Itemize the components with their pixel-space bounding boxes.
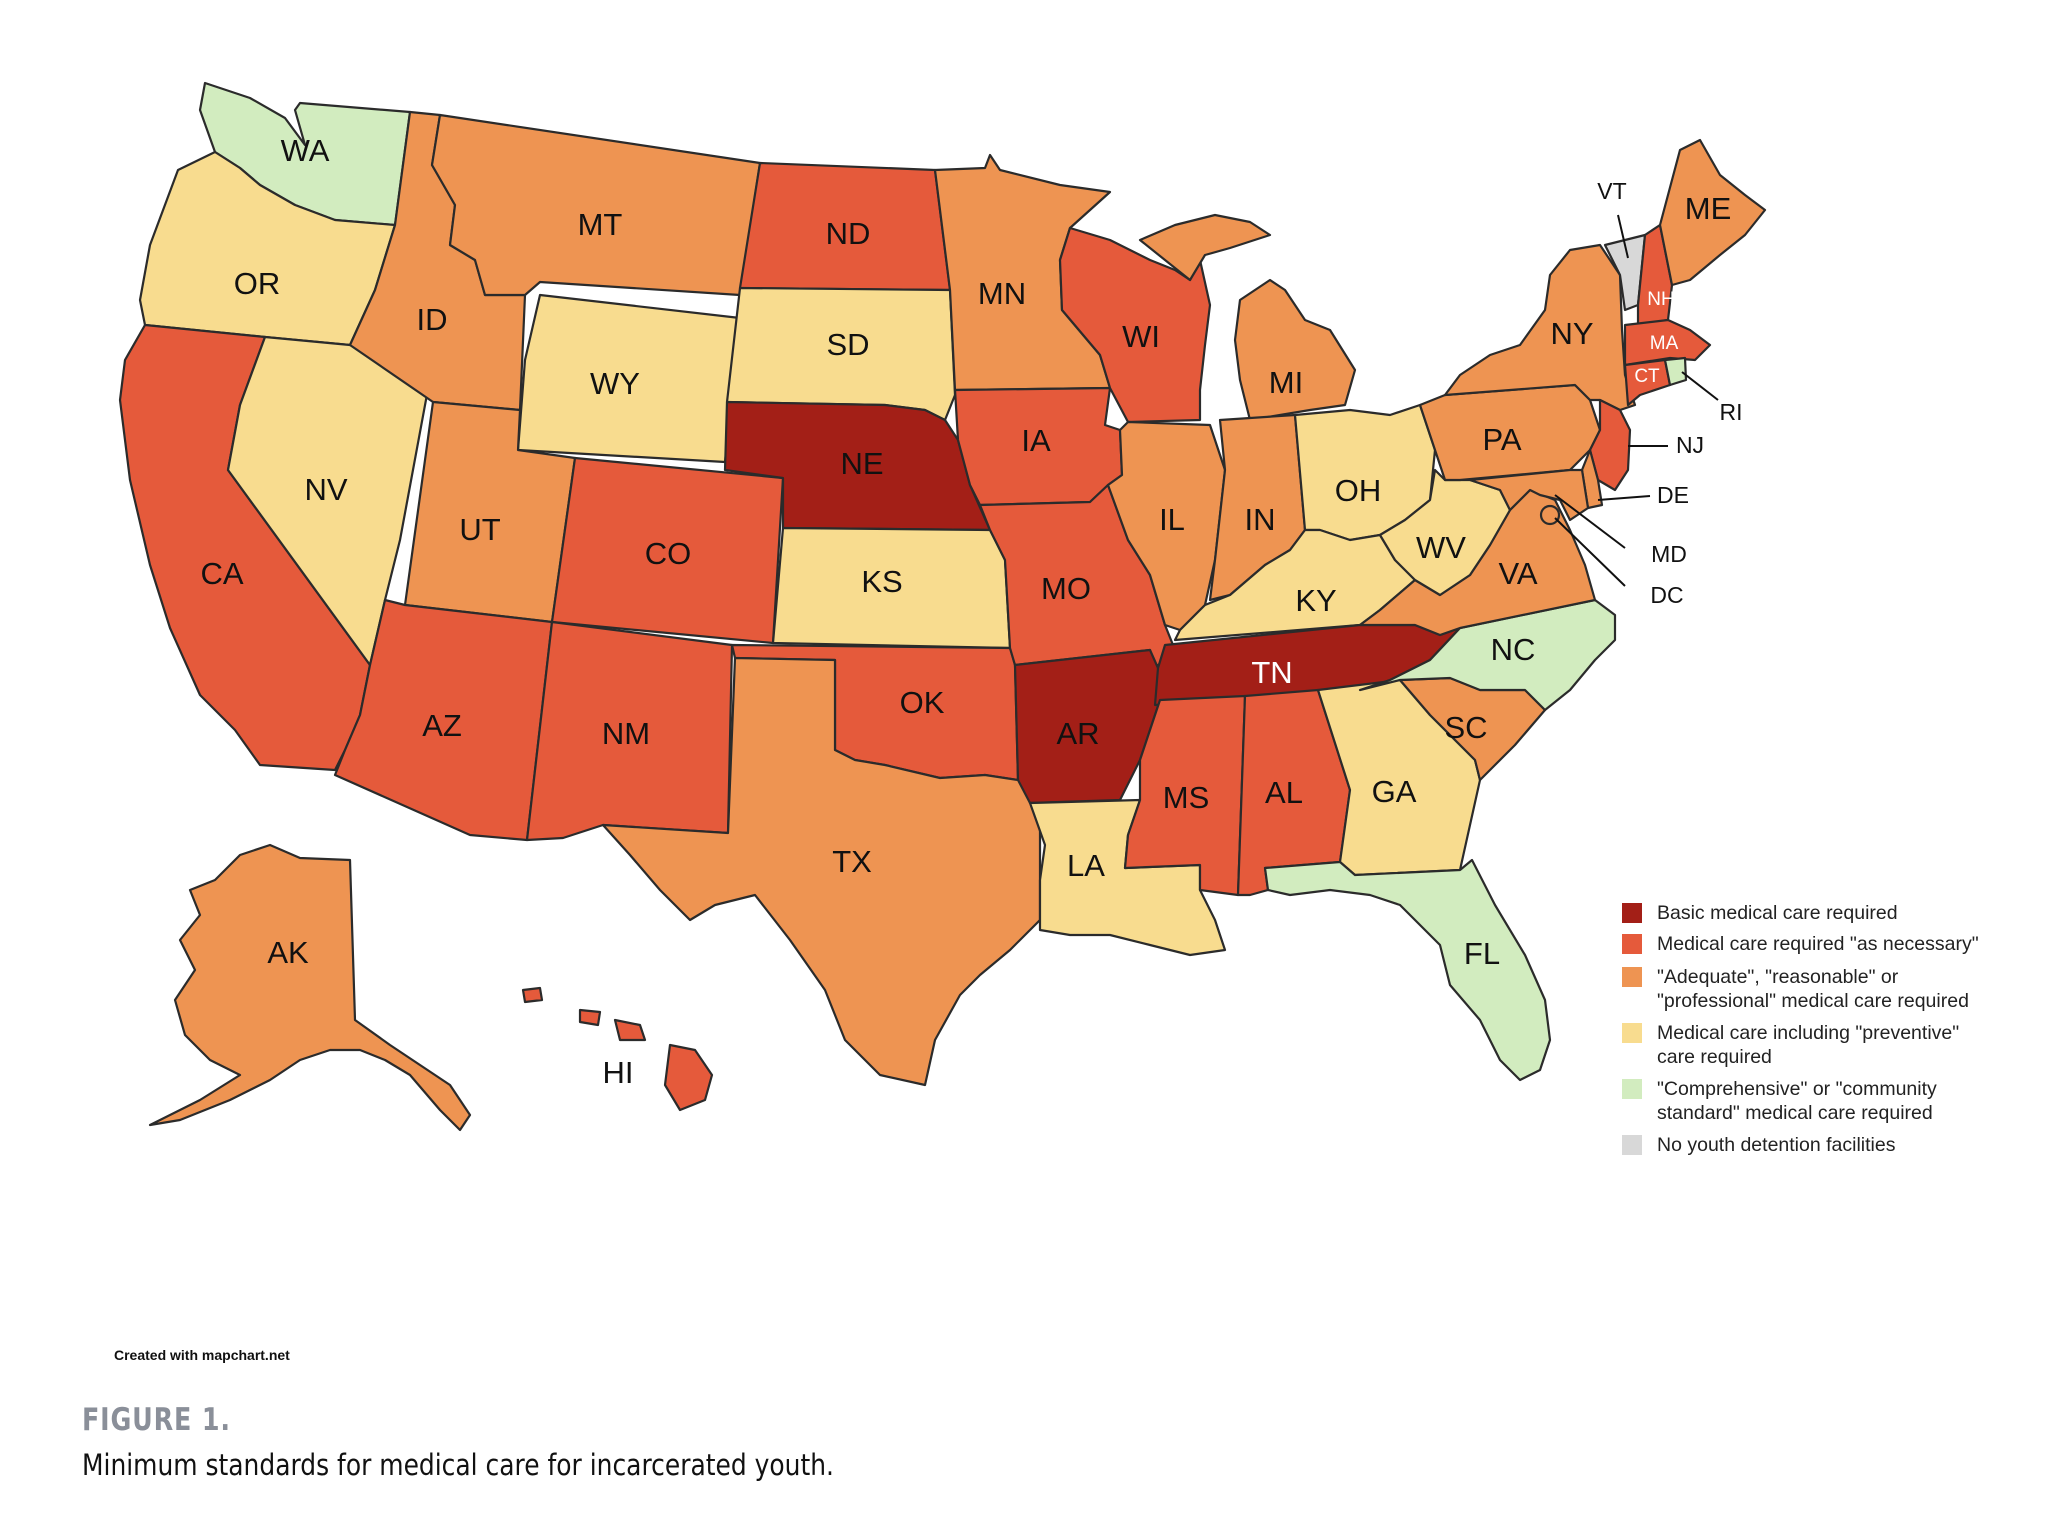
label-NC: NC [1491, 632, 1536, 667]
label-WV: WV [1416, 530, 1466, 565]
label-PA: PA [1482, 422, 1521, 457]
leader-md [1554, 494, 1626, 549]
state-TX [601, 656, 1042, 1087]
leader-vt [1617, 214, 1629, 259]
leader-lines [1554, 214, 1719, 587]
label-SD: SD [826, 327, 869, 362]
legend-label-comprehensive: "Comprehensive" or "community [1657, 1078, 1937, 1100]
state-NY [1443, 243, 1637, 412]
label-RI: RI [1720, 399, 1743, 425]
figure-caption: Minimum standards for medical care for i… [82, 1448, 834, 1482]
legend-label-basic: Basic medical care required [1657, 902, 1898, 924]
label-NM: NM [602, 716, 650, 751]
legend-swatch-basic [1622, 903, 1642, 923]
label-WY: WY [590, 366, 640, 401]
label-MO: MO [1041, 571, 1091, 606]
state-DC [1539, 504, 1561, 526]
label-OH: OH [1335, 473, 1382, 508]
label-NE: NE [840, 446, 883, 481]
state-labels: WA OR CA NV ID MT WY UT AZ CO NM ND SD N… [200, 133, 1742, 1090]
label-IA: IA [1021, 423, 1051, 458]
state-WY [516, 293, 742, 464]
legend-swatch-comprehensive [1622, 1079, 1642, 1099]
legend-label-adequate: "professional" medical care required [1657, 990, 1969, 1012]
state-ME [1658, 138, 1767, 287]
legend-swatch-adequate [1622, 967, 1642, 987]
label-OK: OK [900, 685, 945, 720]
label-MT: MT [578, 207, 623, 242]
label-VT: VT [1597, 178, 1626, 204]
state-MI [1138, 213, 1357, 422]
label-VA: VA [1498, 556, 1537, 591]
label-CO: CO [645, 536, 692, 571]
label-MI: MI [1269, 365, 1303, 400]
label-GA: GA [1372, 774, 1417, 809]
leader-ri [1681, 371, 1719, 401]
state-CT [1623, 358, 1672, 407]
label-IL: IL [1159, 502, 1185, 537]
legend-label-none: No youth detention facilities [1657, 1134, 1896, 1156]
label-MA: MA [1650, 333, 1679, 354]
label-LA: LA [1067, 848, 1105, 883]
state-DE [1580, 448, 1604, 510]
label-AL: AL [1265, 775, 1303, 810]
legend-swatch-as-necessary [1622, 934, 1642, 954]
mapchart-credit: Created with mapchart.net [114, 1347, 290, 1363]
legend-label-preventive: care required [1657, 1046, 1772, 1068]
state-NJ [1588, 398, 1632, 492]
label-IN: IN [1245, 502, 1276, 537]
legend-label-comprehensive: standard" medical care required [1657, 1102, 1933, 1124]
label-CA: CA [200, 556, 243, 591]
label-KS: KS [861, 564, 902, 599]
legend-label-adequate: "Adequate", "reasonable" or [1657, 966, 1899, 988]
legend: Basic medical care required Medical care … [1622, 902, 1979, 1156]
state-AZ [333, 598, 554, 842]
leader-dc [1554, 517, 1626, 587]
label-MD: MD [1651, 541, 1687, 567]
leader-de [1597, 495, 1651, 501]
state-NC [1358, 598, 1617, 712]
label-AZ: AZ [422, 708, 462, 743]
label-NJ: NJ [1676, 432, 1704, 458]
label-TN: TN [1251, 655, 1292, 690]
label-KY: KY [1295, 583, 1336, 618]
legend-swatch-none [1622, 1135, 1642, 1155]
label-ND: ND [826, 216, 871, 251]
label-AR: AR [1056, 716, 1099, 751]
label-NV: NV [304, 472, 347, 507]
state-AK [148, 843, 472, 1132]
label-FL: FL [1464, 936, 1500, 971]
label-TX: TX [832, 844, 872, 879]
label-WI: WI [1122, 319, 1160, 354]
label-NY: NY [1550, 316, 1593, 351]
legend-swatch-preventive [1622, 1023, 1642, 1043]
states-layer [118, 81, 1767, 1132]
state-MT [430, 113, 762, 297]
label-OR: OR [234, 266, 281, 301]
label-DC: DC [1650, 582, 1683, 608]
state-RI [1663, 356, 1688, 387]
label-ID: ID [417, 302, 448, 337]
state-HI [521, 986, 714, 1112]
label-MN: MN [978, 276, 1026, 311]
label-CT: CT [1634, 366, 1660, 387]
label-WA: WA [281, 133, 330, 168]
state-WI [1058, 226, 1212, 424]
legend-label-preventive: Medical care including "preventive" [1657, 1022, 1959, 1044]
figure-label: FIGURE 1. [82, 1402, 231, 1438]
label-AK: AK [267, 935, 309, 970]
state-FL [1263, 858, 1552, 1082]
label-SC: SC [1444, 710, 1487, 745]
label-NH: NH [1647, 289, 1674, 310]
state-VT [1603, 233, 1647, 312]
legend-label-as-necessary: Medical care required "as necessary" [1657, 933, 1979, 955]
label-UT: UT [459, 512, 500, 547]
label-HI: HI [603, 1055, 634, 1090]
label-ME: ME [1685, 191, 1732, 226]
label-DE: DE [1657, 482, 1689, 508]
label-MS: MS [1163, 780, 1210, 815]
